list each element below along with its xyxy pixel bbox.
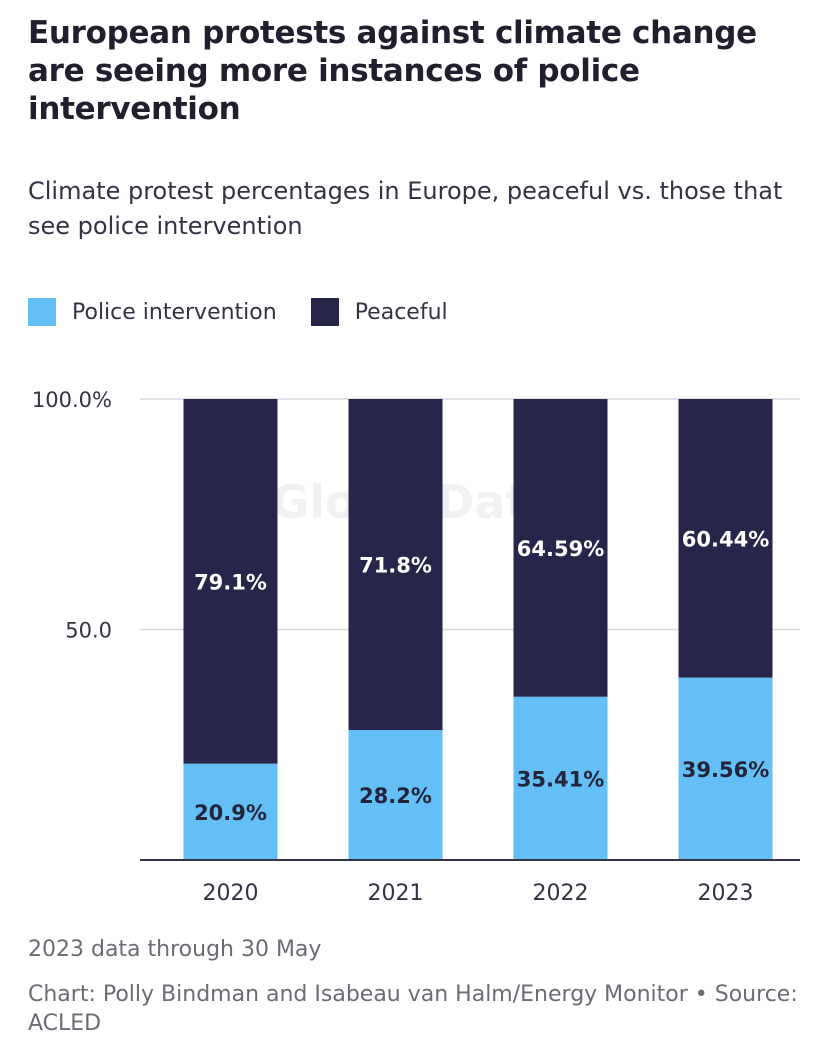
x-tick-label: 2021: [368, 881, 424, 906]
legend-label-peaceful: Peaceful: [354, 299, 448, 325]
legend-swatch-peaceful: [310, 298, 339, 326]
data-label-peaceful-2023: 60.44%: [682, 527, 769, 551]
data-label-police-intervention-2021: 28.2%: [359, 784, 432, 808]
data-note: 2023 data through 30 May: [28, 937, 322, 962]
data-label-peaceful-2022: 64.59%: [517, 537, 604, 561]
y-tick-label: 50.0: [65, 619, 112, 643]
bar-police-intervention-2023: [678, 677, 773, 860]
y-tick-label: 100.0%: [32, 388, 112, 412]
data-label-police-intervention-2023: 39.56%: [682, 758, 769, 782]
legend-item-police-intervention: Police intervention: [28, 298, 277, 326]
data-label-police-intervention-2020: 20.9%: [194, 801, 267, 825]
legend-swatch-police-intervention: [28, 298, 56, 326]
stacked-bar-chart: GlobalData 20.9%79.1%28.2%71.8%35.41%64.…: [32, 388, 800, 906]
footer: 2023 data through 30 May Chart: Polly Bi…: [28, 934, 808, 1038]
legend-label-police-intervention: Police intervention: [72, 299, 277, 325]
bar-peaceful-2021: [348, 399, 443, 730]
axis-layer: 100.0% 50.0 2020 2021 2022 2023: [32, 388, 800, 906]
chart-credit: Chart: Polly Bindman and Isabeau van Hal…: [28, 982, 798, 1036]
bar-peaceful-2022: [513, 399, 608, 697]
x-tick-label: 2022: [533, 881, 589, 906]
bar-peaceful-2023: [678, 399, 773, 678]
bar-police-intervention-2021: [348, 729, 443, 860]
data-label-peaceful-2020: 79.1%: [194, 570, 267, 594]
data-label-police-intervention-2022: 35.41%: [517, 767, 604, 791]
bar-police-intervention-2022: [513, 696, 608, 860]
data-label-peaceful-2021: 71.8%: [359, 553, 432, 577]
x-tick-label: 2023: [698, 881, 754, 906]
chart-title: European protests against climate change…: [28, 15, 757, 127]
x-tick-label: 2020: [203, 881, 259, 906]
bar-peaceful-2020: [183, 399, 278, 764]
bar-police-intervention-2020: [183, 763, 278, 860]
bar-layer: 20.9% 79.1% 28.2% 71.8% 35.41% 64.59% 39.56% 60…: [183, 399, 773, 860]
legend-item-peaceful: Peaceful: [310, 298, 448, 326]
chart-subtitle: Climate protest percentages in Europe, p…: [28, 177, 783, 240]
legend: Police intervention Peaceful: [28, 298, 482, 326]
